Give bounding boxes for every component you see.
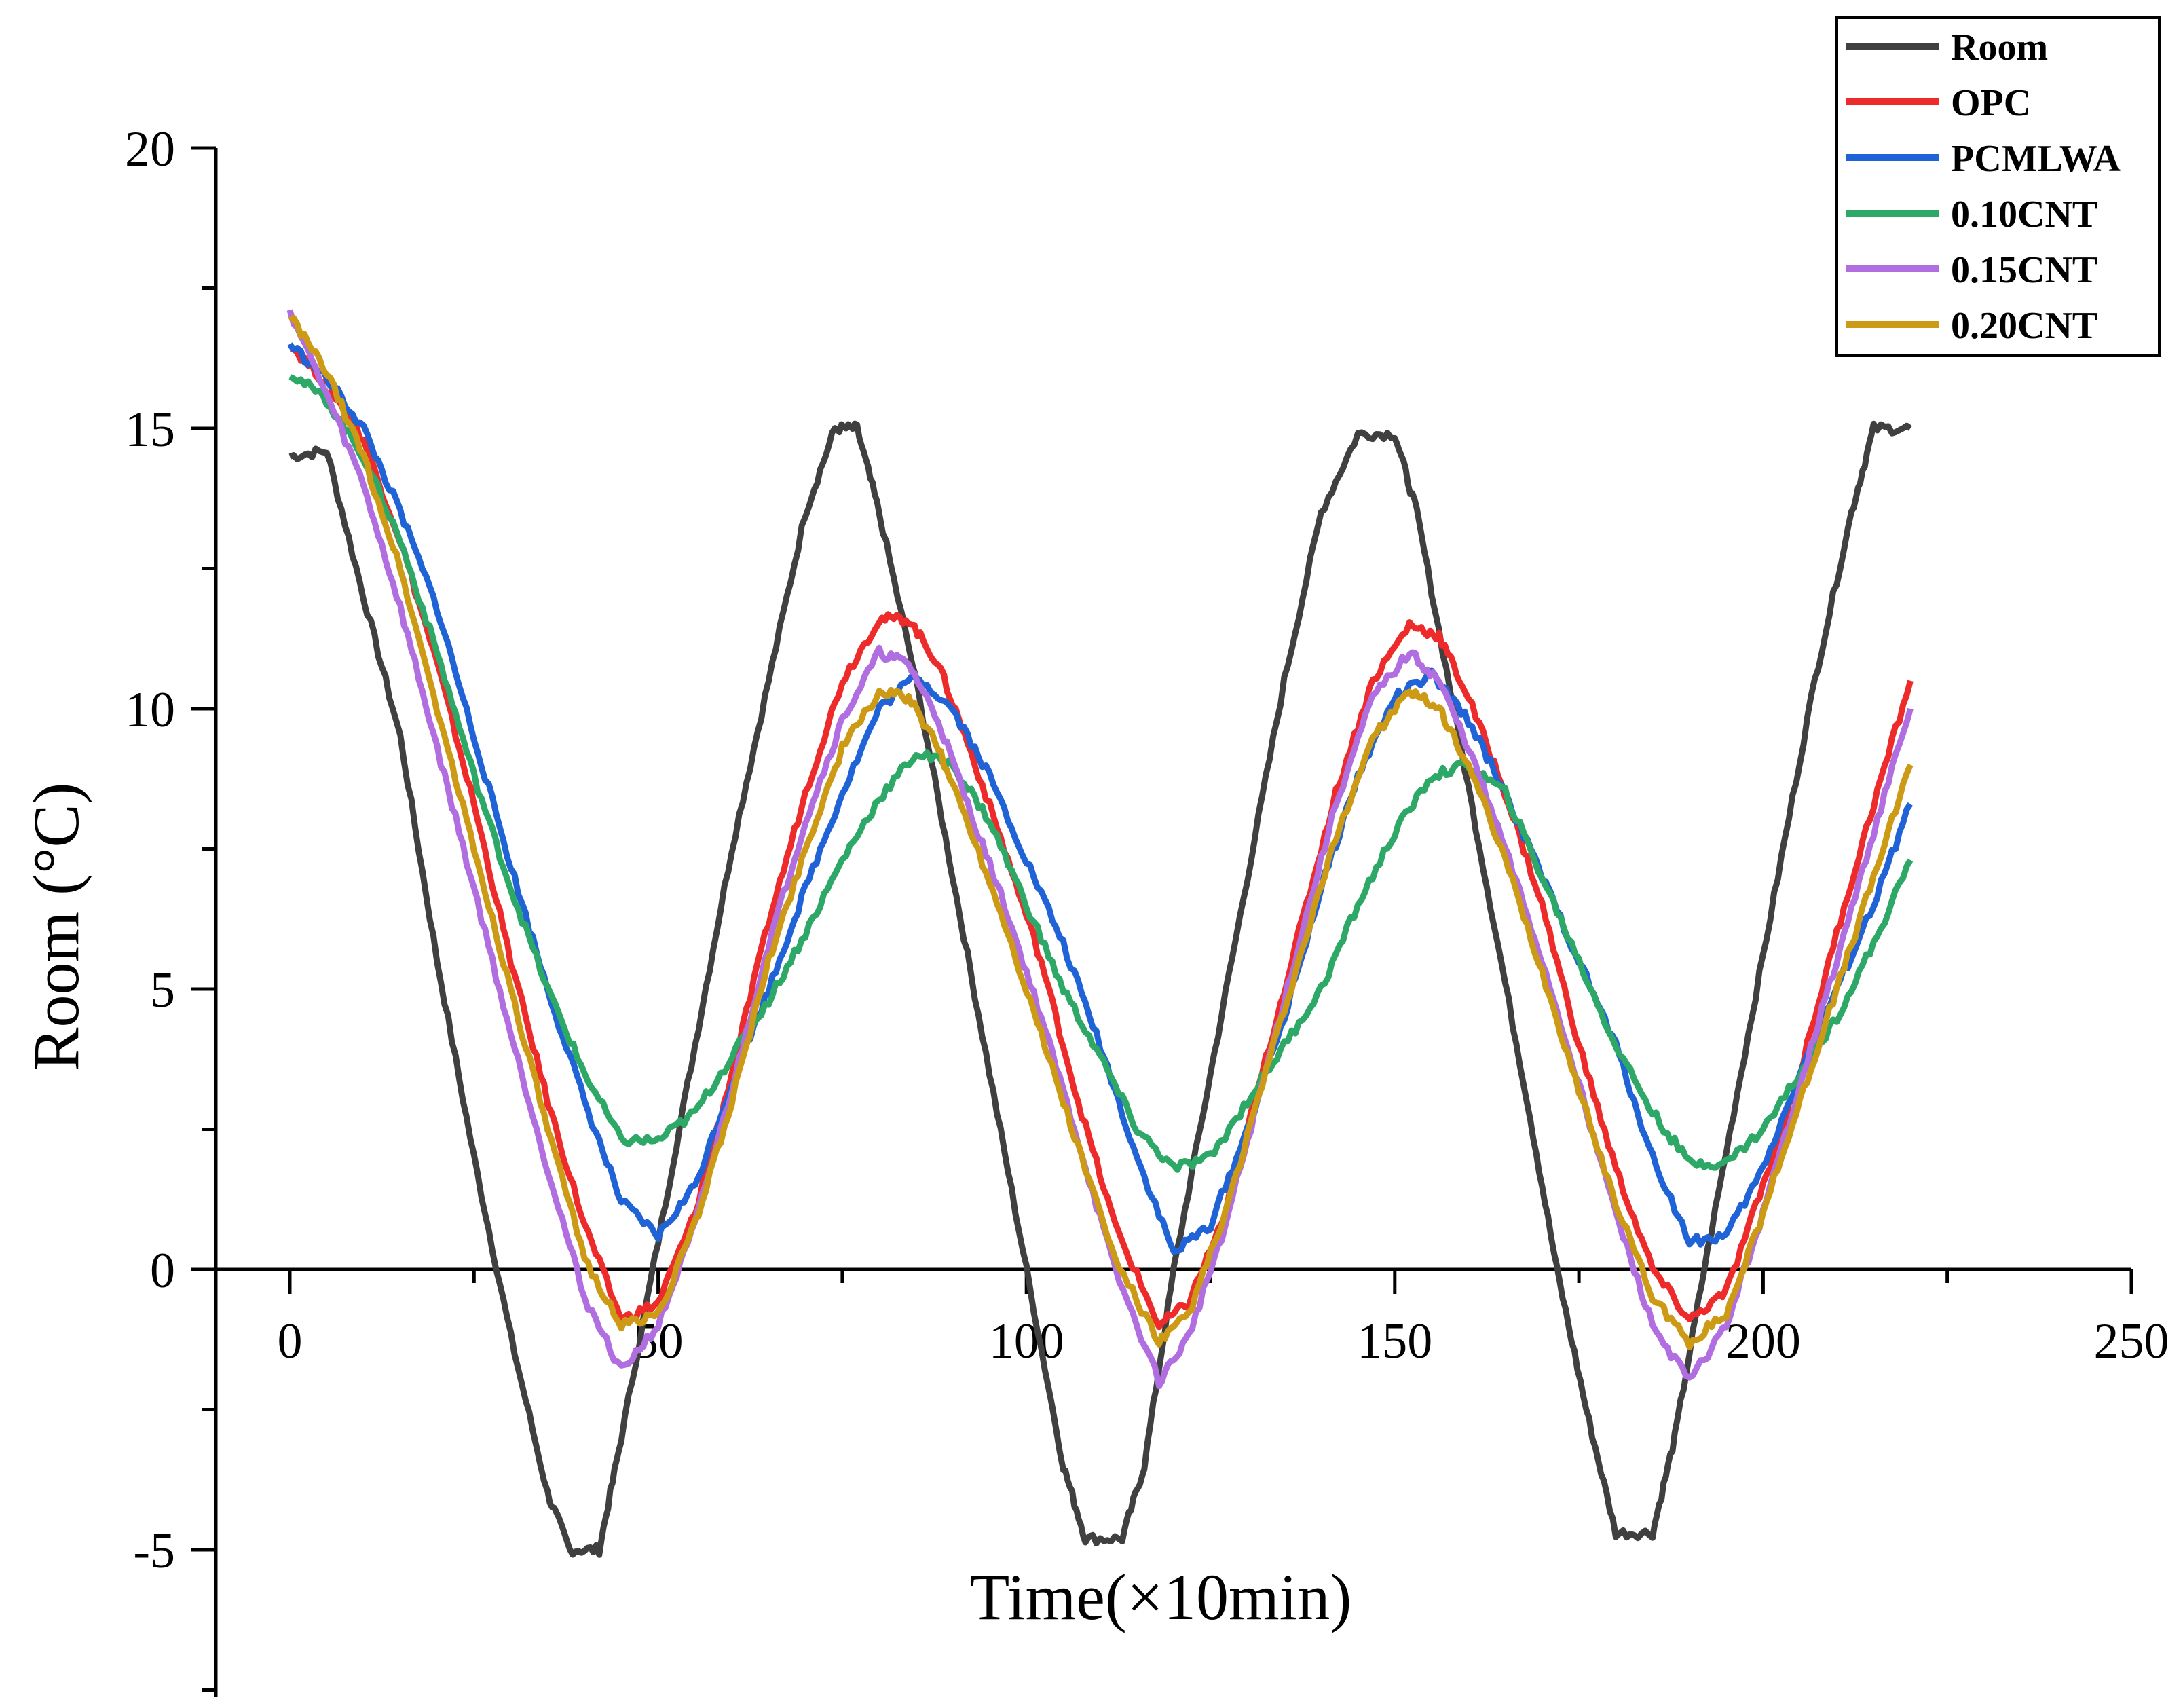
y-tick-label: 10: [125, 682, 175, 738]
legend-box: [1835, 16, 2161, 357]
x-axis-title: Time(×10min): [970, 1561, 1352, 1633]
legend-label-opc: OPC: [1951, 82, 2031, 124]
legend-label-pcmlwa: PCMLWA: [1951, 138, 2121, 180]
y-tick-label: 20: [125, 122, 175, 177]
legend: Room OPC PCMLWA 0.10CNT 0.15CNT 0.20CNT: [1835, 16, 2161, 357]
legend-label-0.15cnt: 0.15CNT: [1951, 249, 2097, 291]
x-tick-label: 0: [278, 1314, 303, 1369]
x-tick-label: 150: [1357, 1314, 1432, 1369]
y-tick-label: 0: [150, 1243, 175, 1299]
y-tick-label: 5: [150, 963, 175, 1018]
x-tick-label: 250: [2094, 1314, 2169, 1369]
y-axis-title: Room (°C): [20, 782, 92, 1071]
x-tick-label: 100: [989, 1314, 1064, 1369]
series-line-0.10cnt: [288, 374, 1914, 1173]
series-line-opc: [289, 346, 1914, 1331]
y-tick-label: 15: [125, 402, 175, 458]
series-line-room: [288, 420, 1912, 1558]
legend-label-0.10cnt: 0.10CNT: [1951, 193, 2097, 236]
plot-area: [286, 309, 1914, 1558]
legend-label-0.20cnt: 0.20CNT: [1951, 305, 2097, 347]
series-line-0.20cnt: [288, 314, 1914, 1350]
x-tick-label: 200: [1725, 1314, 1801, 1369]
legend-label-room: Room: [1951, 26, 2048, 69]
y-tick-label: -5: [133, 1523, 175, 1579]
